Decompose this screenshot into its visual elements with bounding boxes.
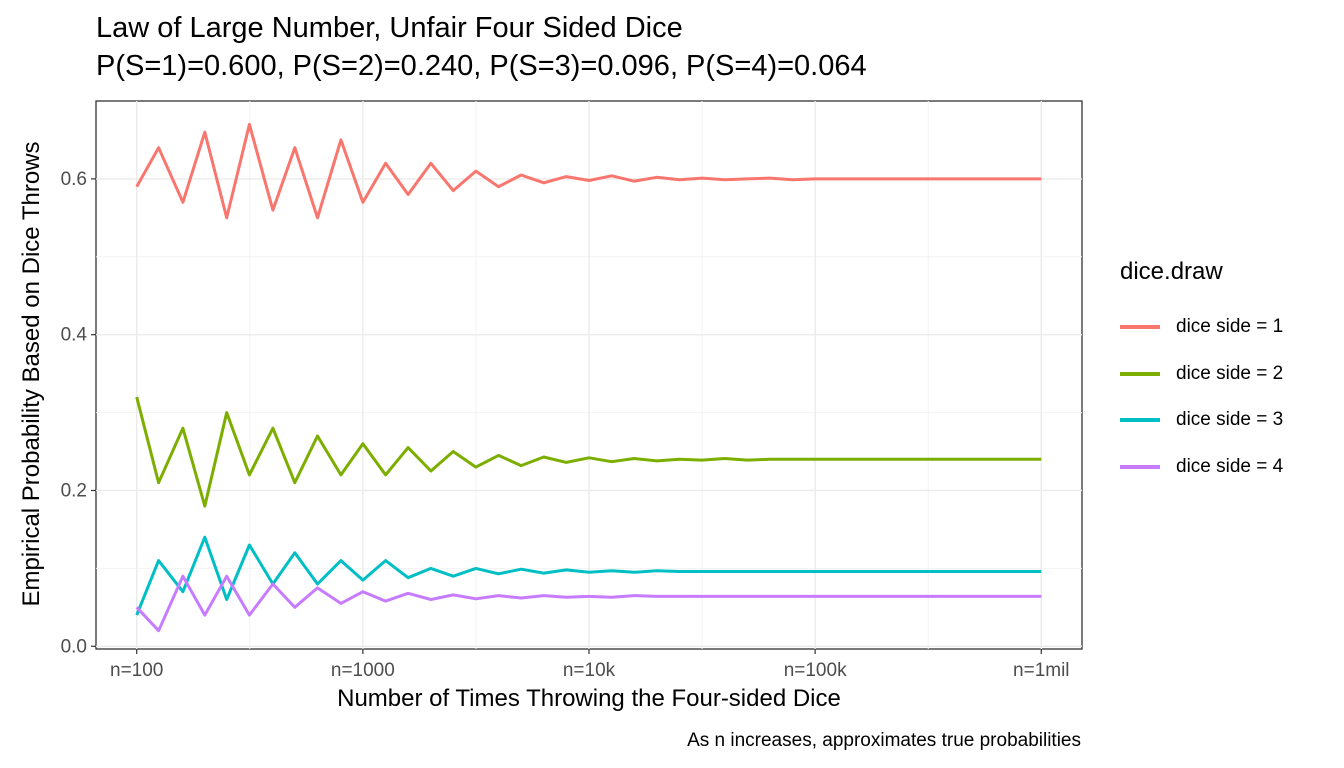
y-tick-label: 0.4 — [61, 325, 88, 346]
y-axis-label: Empirical Probability Based on Dice Thro… — [18, 141, 45, 607]
legend-title: dice.draw — [1120, 258, 1223, 285]
x-axis-label: Number of Times Throwing the Four-sided … — [337, 685, 841, 712]
series-line-3 — [135, 535, 1042, 616]
legend-item: dice side = 3 — [1120, 397, 1283, 444]
legend-key — [1120, 325, 1160, 330]
chart-title: Law of Large Number, Unfair Four Sided D… — [96, 12, 683, 44]
x-tick-label: n=100 — [110, 660, 163, 681]
legend-item: dice side = 4 — [1120, 444, 1283, 491]
axis-layer: 0.0 0.2 0.4 0.6 n=100 n=1000 n=10k n=100k n=1mil — [61, 169, 1070, 681]
legend-key — [1120, 464, 1160, 469]
legend: dice.draw dice side = 1 dice side = 2 dice… — [1120, 258, 1283, 490]
legend-label: dice side = 3 — [1176, 409, 1284, 431]
y-tick-label: 0.0 — [61, 636, 87, 657]
legend-item: dice side = 1 — [1120, 304, 1283, 351]
y-tick-label: 0.6 — [61, 169, 87, 190]
chart-caption: As n increases, approximates true probab… — [687, 730, 1081, 751]
grid-layer — [96, 101, 1082, 649]
y-tick-label: 0.2 — [61, 480, 87, 501]
chart-subtitle: P(S=1)=0.600, P(S=2)=0.240, P(S=3)=0.096… — [96, 50, 867, 82]
legend-items: dice side = 1 dice side = 2 dice side = 3 d… — [1120, 304, 1283, 490]
series-line-4 — [135, 574, 1042, 633]
x-tick-label: n=1mil — [1013, 660, 1070, 681]
x-tick-label: n=10k — [563, 660, 616, 681]
legend-label: dice side = 2 — [1176, 362, 1284, 384]
legend-label: dice side = 1 — [1176, 316, 1284, 338]
legend-label: dice side = 4 — [1176, 455, 1284, 477]
legend-item: dice side = 2 — [1120, 351, 1283, 398]
series-line-2 — [135, 396, 1042, 508]
x-tick-label: n=100k — [784, 660, 847, 681]
series-line-1 — [135, 122, 1042, 220]
x-tick-label: n=1000 — [331, 660, 395, 681]
series-layer — [135, 122, 1042, 633]
legend-key — [1120, 371, 1160, 376]
legend-key — [1120, 418, 1160, 423]
